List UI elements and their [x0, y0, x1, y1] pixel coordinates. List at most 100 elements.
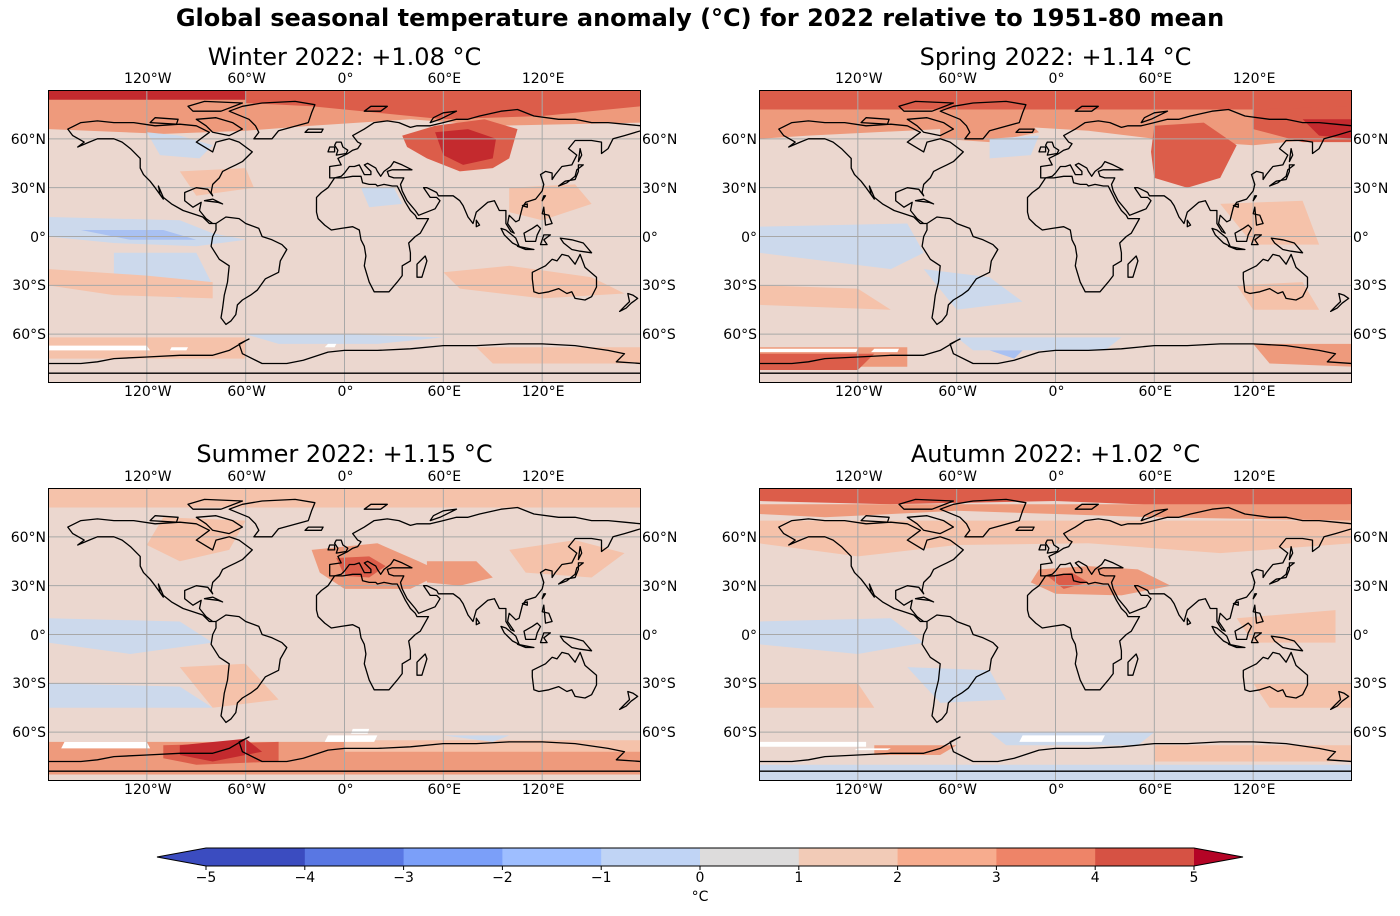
anomaly-region-light-red — [1236, 282, 1320, 310]
latitude-tick-label: 60°N — [642, 131, 678, 148]
coastline-africa — [315, 573, 430, 691]
anomaly-region-deep-red — [435, 129, 496, 165]
coastline-hainan — [521, 601, 528, 606]
coastline-sulawesi — [1250, 632, 1263, 644]
latitude-tick-label: 60°N — [10, 131, 46, 148]
coastline-antarctica — [49, 338, 640, 374]
coastline-novaya-zemlya — [429, 110, 458, 124]
longitude-tick-label: 120°W — [124, 384, 172, 400]
spring-map-canvas — [760, 91, 1351, 382]
anomaly-region-light-red — [49, 269, 213, 299]
anomaly-region-light-red — [1220, 200, 1320, 245]
coastline-britain — [1044, 539, 1060, 554]
longitude-tick-label: 120°E — [521, 384, 565, 400]
coastline-eurasia — [1040, 108, 1351, 234]
coastline-australia — [1242, 651, 1309, 699]
latitude-tick-label: 30°S — [1353, 278, 1387, 295]
coastline-borneo — [1234, 622, 1253, 641]
latitude-tick-label: 30°S — [723, 676, 757, 693]
colorbar-tick-label: 2 — [893, 870, 903, 886]
coastline-britain — [333, 539, 349, 554]
latitude-tick-label: 60°S — [642, 327, 676, 344]
longitude-tick-label: 60°E — [1138, 469, 1173, 485]
longitude-tick-label: 0° — [1048, 782, 1065, 798]
coastline-sri-lanka — [475, 219, 481, 228]
coastline-cuba — [203, 596, 224, 603]
coastline-madagascar — [416, 255, 428, 278]
longitude-tick-label: 60°W — [938, 71, 977, 87]
latitude-tick-label: 60°N — [642, 529, 678, 546]
coastline-baffin-island — [195, 515, 244, 535]
colorbar-tick-label: 4 — [1090, 870, 1100, 886]
longitude-tick-label: 60°E — [427, 469, 462, 485]
longitude-tick-label: 120°W — [835, 782, 883, 798]
coastline-north-america — [778, 518, 964, 623]
latitude-tick-label: 30°N — [1353, 180, 1389, 197]
latitude-tick-label: 0° — [30, 229, 46, 246]
coastline-eurasia — [329, 108, 640, 234]
longitude-tick-label: 0° — [337, 782, 354, 798]
anomaly-region-dark-red — [1047, 572, 1089, 589]
winter-panel-title: Winter 2022: +1.08 °C — [207, 43, 482, 71]
no-data-patch — [324, 735, 378, 742]
coastline-south-america — [210, 216, 288, 326]
latitude-tick-label: 60°S — [723, 327, 757, 344]
anomaly-region-light-blue — [361, 187, 403, 208]
coastline-madagascar — [1127, 255, 1139, 278]
figure-title: Global seasonal temperature anomaly (°C)… — [175, 4, 1225, 32]
coastline-victoria-island — [860, 515, 890, 523]
latitude-tick-label: 60°N — [1353, 131, 1389, 148]
longitude-tick-label: 60°W — [227, 782, 266, 798]
longitude-tick-label: 0° — [337, 384, 354, 400]
latitude-tick-label: 30°N — [10, 578, 46, 595]
longitude-tick-label: 120°W — [124, 71, 172, 87]
longitude-tick-label: 120°E — [1232, 469, 1276, 485]
no-data-patch — [49, 345, 151, 351]
no-data-patch — [351, 728, 370, 734]
coastline-svalbard — [1074, 105, 1099, 112]
anomaly-region-red — [874, 745, 957, 755]
coastline-south-america — [921, 216, 999, 326]
coastline-britain — [1044, 141, 1060, 156]
colorbar-segment — [206, 848, 306, 866]
longitude-tick-label: 120°W — [835, 469, 883, 485]
coastline-south-america — [921, 614, 999, 724]
coastline-madagascar — [1127, 653, 1139, 676]
coastline-philippines — [1252, 206, 1264, 226]
coastline-australia — [531, 651, 598, 699]
coastline-new-zealand — [618, 292, 639, 313]
colorbar-tick-label: −2 — [492, 870, 513, 886]
latitude-tick-label: 60°S — [723, 725, 757, 742]
no-data-patch — [760, 741, 867, 747]
longitude-tick-label: 60°W — [938, 469, 977, 485]
no-data-patch — [854, 748, 891, 751]
anomaly-region-light-red — [146, 517, 246, 562]
coastline-japan — [1268, 562, 1295, 585]
coastline-ellesmere-island — [898, 498, 955, 510]
coastline-new-zealand — [618, 690, 639, 711]
coastline-ireland — [327, 544, 336, 551]
colorbar-tick-label: 1 — [794, 870, 804, 886]
colorbar-segment — [304, 848, 405, 866]
latitude-tick-label: 30°N — [10, 180, 46, 197]
longitude-tick-label: 120°W — [124, 782, 172, 798]
colorbar-tick-label: −5 — [195, 870, 217, 886]
colorbar-segment — [601, 848, 701, 866]
anomaly-region-red — [1253, 343, 1351, 367]
longitude-tick-label: 120°W — [835, 71, 883, 87]
anomaly-region-light-red — [443, 265, 625, 299]
coastline-australia — [531, 253, 598, 301]
latitude-tick-label: 30°S — [642, 676, 676, 693]
longitude-tick-label: 60°W — [938, 782, 977, 798]
no-data-patch — [61, 741, 151, 749]
longitude-tick-label: 60°W — [227, 71, 266, 87]
coastline-africa — [1026, 175, 1141, 293]
anomaly-region-light-red — [760, 683, 875, 708]
coastline-borneo — [1234, 224, 1253, 243]
longitude-tick-label: 120°E — [521, 469, 565, 485]
coastline-ellesmere-island — [187, 100, 244, 112]
summer-anomaly-map — [48, 488, 641, 781]
coastline-cuba — [914, 596, 935, 603]
anomaly-region-light-blue — [923, 269, 1023, 310]
summer-panel-title: Summer 2022: +1.15 °C — [196, 440, 493, 468]
